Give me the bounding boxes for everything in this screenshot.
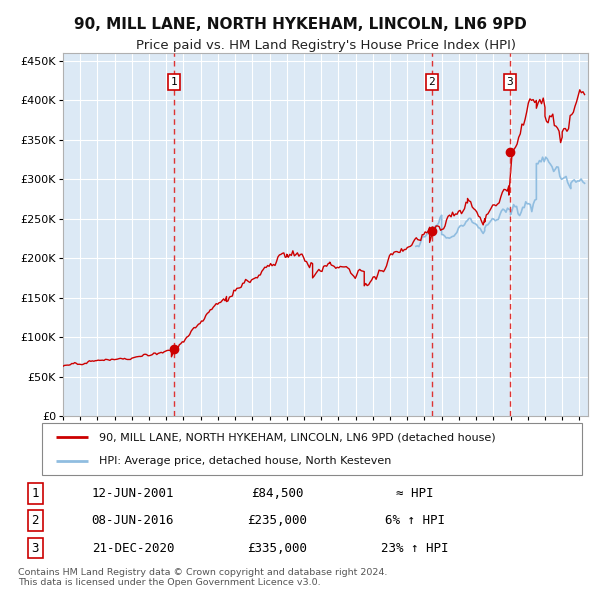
Text: 2: 2 xyxy=(428,77,435,87)
Title: Price paid vs. HM Land Registry's House Price Index (HPI): Price paid vs. HM Land Registry's House … xyxy=(136,39,515,52)
Text: 08-JUN-2016: 08-JUN-2016 xyxy=(92,514,174,527)
Text: 1: 1 xyxy=(170,77,177,87)
Text: 90, MILL LANE, NORTH HYKEHAM, LINCOLN, LN6 9PD: 90, MILL LANE, NORTH HYKEHAM, LINCOLN, L… xyxy=(74,17,526,31)
Text: This data is licensed under the Open Government Licence v3.0.: This data is licensed under the Open Gov… xyxy=(18,578,320,588)
Text: ≈ HPI: ≈ HPI xyxy=(397,487,434,500)
Text: 1: 1 xyxy=(31,487,39,500)
Text: £335,000: £335,000 xyxy=(247,542,307,555)
Text: £84,500: £84,500 xyxy=(251,487,303,500)
Text: 23% ↑ HPI: 23% ↑ HPI xyxy=(382,542,449,555)
Text: 21-DEC-2020: 21-DEC-2020 xyxy=(92,542,174,555)
Text: 3: 3 xyxy=(31,542,39,555)
Text: 12-JUN-2001: 12-JUN-2001 xyxy=(92,487,174,500)
Text: 2: 2 xyxy=(31,514,39,527)
Text: 3: 3 xyxy=(506,77,514,87)
Text: 90, MILL LANE, NORTH HYKEHAM, LINCOLN, LN6 9PD (detached house): 90, MILL LANE, NORTH HYKEHAM, LINCOLN, L… xyxy=(99,432,496,442)
Text: £235,000: £235,000 xyxy=(247,514,307,527)
Text: 6% ↑ HPI: 6% ↑ HPI xyxy=(385,514,445,527)
FancyBboxPatch shape xyxy=(42,423,582,475)
Text: Contains HM Land Registry data © Crown copyright and database right 2024.: Contains HM Land Registry data © Crown c… xyxy=(18,568,388,577)
Text: HPI: Average price, detached house, North Kesteven: HPI: Average price, detached house, Nort… xyxy=(99,456,391,466)
